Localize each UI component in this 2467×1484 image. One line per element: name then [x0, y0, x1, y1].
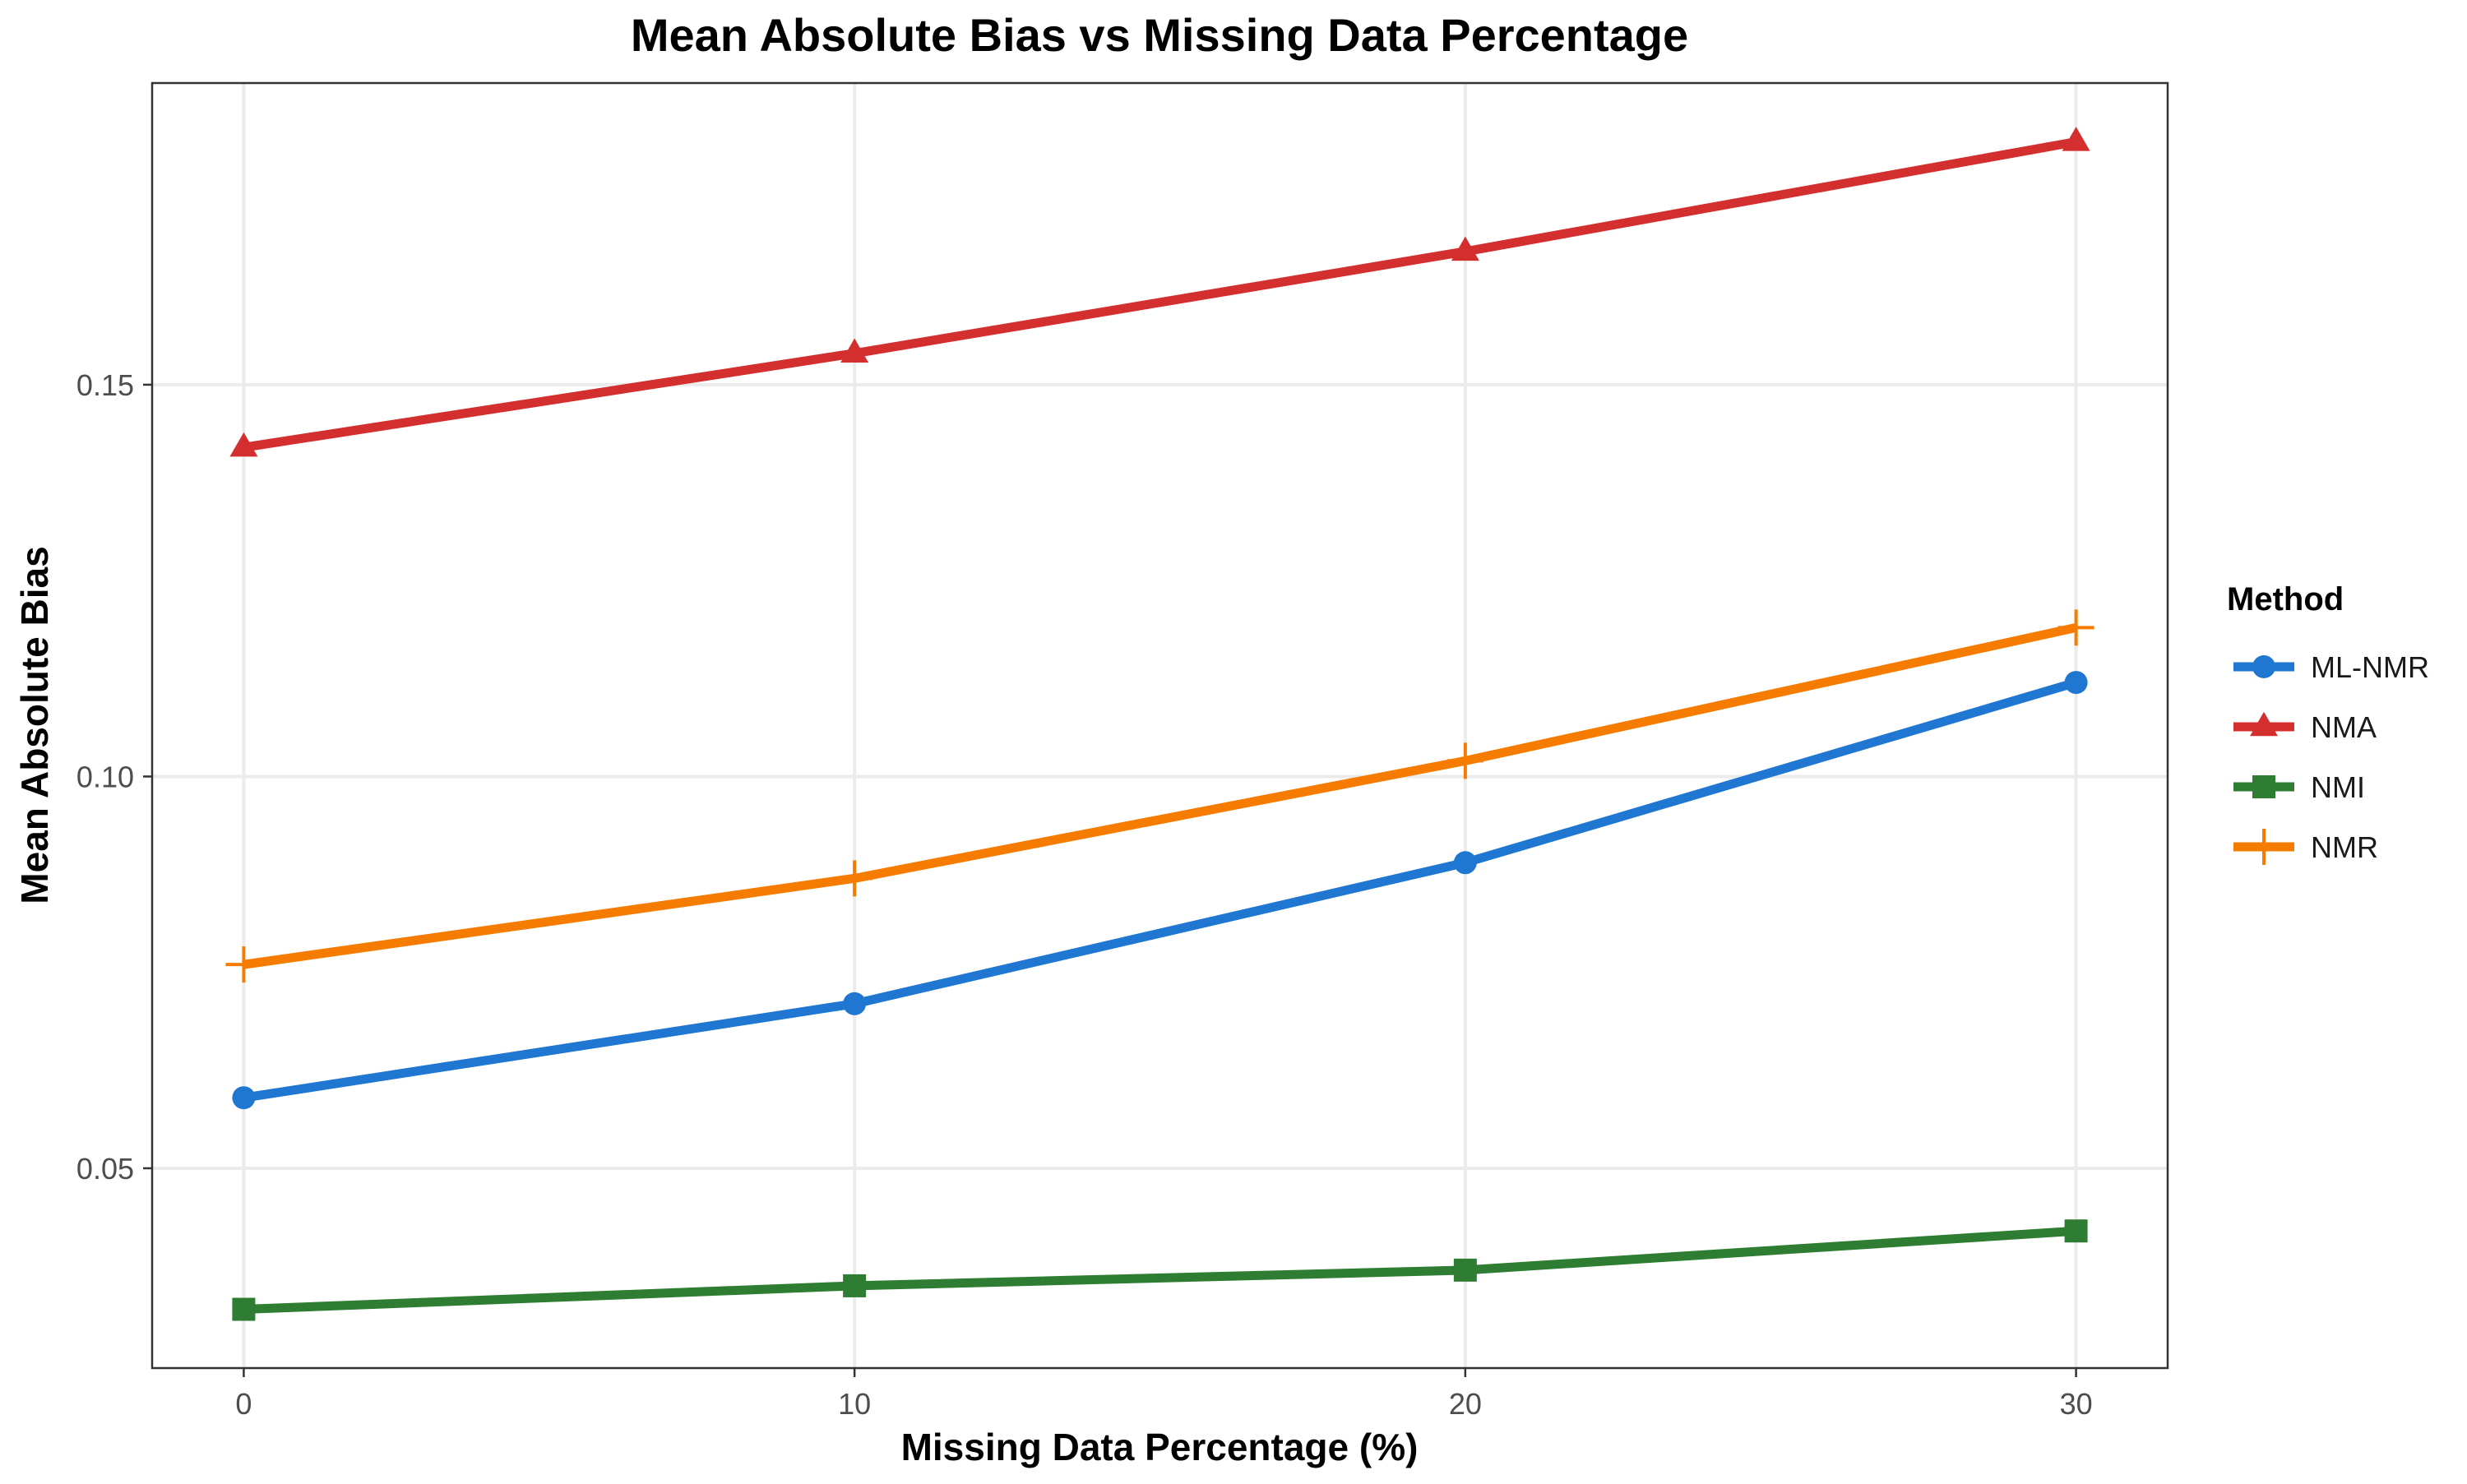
legend-label: NMA [2311, 710, 2377, 744]
legend-item-nmr: NMR [2233, 829, 2378, 865]
y-axis-ticks: 0.05 0.10 0.15 [76, 368, 152, 1186]
legend-label: ML-NMR [2311, 650, 2429, 684]
series-line-nma [243, 137, 2077, 452]
data-point-ml-nmr [2064, 671, 2088, 695]
series-layer [225, 127, 2094, 1321]
legend-marker-ml-nmr [2252, 655, 2275, 678]
legend-label: NMR [2311, 830, 2378, 864]
legend-title: Method [2227, 581, 2344, 617]
x-tick-label: 30 [2060, 1387, 2093, 1421]
legend: Method ML-NMR NMA NMI NMR [2227, 581, 2429, 865]
legend-item-ml-nmr: ML-NMR [2233, 650, 2429, 684]
y-axis-title: Mean Absolute Bias [13, 546, 56, 904]
series-nma [229, 127, 2090, 457]
x-tick-label: 20 [1449, 1387, 1482, 1421]
data-point-nma [840, 338, 869, 363]
data-point-ml-nmr [1453, 851, 1477, 875]
legend-marker-nmr [2246, 829, 2282, 865]
legend-label: NMI [2311, 770, 2365, 804]
x-axis-ticks: 0 10 20 30 [235, 1368, 2093, 1421]
grid-lines [152, 83, 2168, 1368]
legend-items: ML-NMR NMA NMI NMR [2233, 650, 2429, 865]
data-point-nma [1451, 236, 1479, 261]
data-point-nmi [1453, 1258, 1477, 1282]
series-nmr [225, 609, 2094, 983]
series-line-ml-nmr [243, 677, 2078, 1103]
series-line-nmi [243, 1226, 2076, 1315]
chart-title: Mean Absolute Bias vs Missing Data Perce… [631, 9, 1688, 61]
data-point-nmi [2064, 1219, 2088, 1243]
data-point-nma [2062, 127, 2090, 151]
data-point-nmi [232, 1297, 256, 1321]
series-ml-nmr [232, 671, 2088, 1110]
data-point-nmr [1446, 742, 1483, 779]
y-tick-label: 0.15 [76, 368, 134, 402]
x-tick-label: 0 [235, 1387, 252, 1421]
legend-item-nmi: NMI [2233, 770, 2365, 804]
x-tick-label: 10 [838, 1387, 871, 1421]
data-point-ml-nmr [232, 1086, 256, 1110]
data-point-ml-nmr [843, 992, 867, 1015]
y-tick-label: 0.10 [76, 760, 134, 793]
series-line-nmr [243, 622, 2077, 969]
data-point-nmr [2057, 609, 2094, 646]
legend-item-nma: NMA [2233, 710, 2377, 744]
legend-marker-nma [2250, 711, 2278, 737]
data-point-nmr [225, 946, 262, 983]
data-point-nmr [836, 860, 873, 897]
series-nmi [232, 1219, 2088, 1321]
legend-marker-nmi [2252, 775, 2275, 798]
y-tick-label: 0.05 [76, 1152, 134, 1186]
x-axis-title: Missing Data Percentage (%) [901, 1426, 1419, 1468]
data-point-nmi [843, 1274, 867, 1297]
plot-frame [150, 81, 2169, 1370]
data-point-nma [229, 432, 258, 457]
